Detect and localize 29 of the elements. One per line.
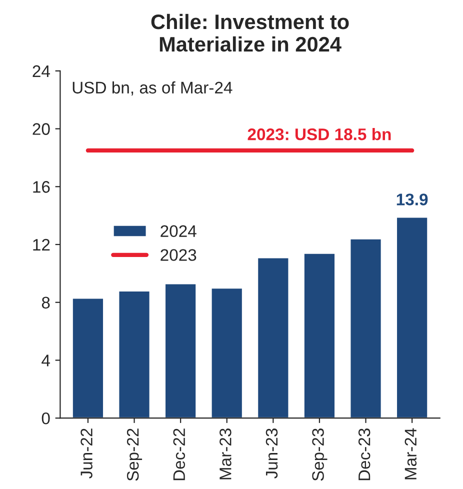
x-tick-label: Mar-23 — [220, 428, 232, 480]
y-tick-label: 4 — [42, 354, 50, 366]
x-tick-label: Mar-24 — [404, 428, 417, 480]
x-tick-label: Jun-23 — [266, 428, 278, 479]
data-label: 13.9 — [396, 194, 428, 206]
legend-label: 2024 — [160, 225, 196, 238]
y-tick-label: 24 — [32, 65, 50, 77]
bar — [303, 252, 336, 418]
y-tick-label: 16 — [33, 181, 50, 193]
bar — [210, 287, 244, 418]
legend-label: 2023 — [160, 249, 196, 261]
x-tick-label: Sep-23 — [312, 428, 328, 481]
y-tick-label: 20 — [32, 123, 50, 135]
bar — [72, 297, 104, 418]
y-tick-label: 0 — [42, 412, 50, 424]
x-tick-label: Dec-22 — [173, 428, 186, 480]
annotation: 2023: USD 18.5 bn — [248, 128, 391, 140]
bar — [118, 290, 151, 418]
bar — [164, 282, 198, 418]
x-tick-label: Sep-22 — [126, 428, 142, 481]
bar — [349, 238, 382, 418]
x-tick-label: Dec-23 — [358, 428, 370, 480]
bar — [396, 216, 429, 418]
y-tick-label: 8 — [42, 296, 50, 309]
x-tick-label: Jun-22 — [80, 428, 92, 479]
y-tick-label: 12 — [33, 238, 50, 251]
annotation: USD bn, as of Mar-24 — [72, 81, 232, 96]
bar — [256, 256, 290, 418]
chart-title: Chile: Investment to Materialize in 2024 — [151, 14, 349, 52]
